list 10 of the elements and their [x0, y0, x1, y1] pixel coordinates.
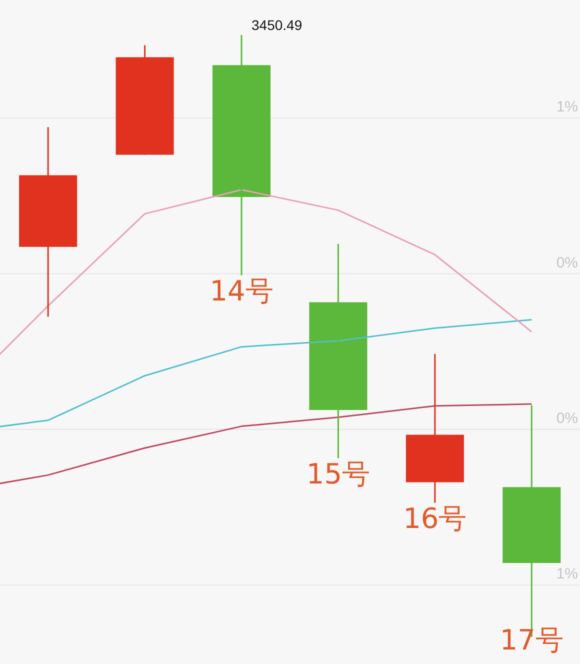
x-tick-label: 15号 [306, 457, 370, 490]
candlestick [309, 243, 368, 459]
candlestick [406, 353, 464, 504]
candlestick [212, 34, 271, 276]
x-tick-label: 17号 [500, 623, 564, 656]
annotation: 3450.49 [252, 16, 302, 33]
candlestick [19, 126, 78, 318]
candlestick [116, 44, 174, 156]
x-tick-label: 16号 [403, 502, 467, 536]
x-tick-label: 14号 [210, 274, 274, 308]
